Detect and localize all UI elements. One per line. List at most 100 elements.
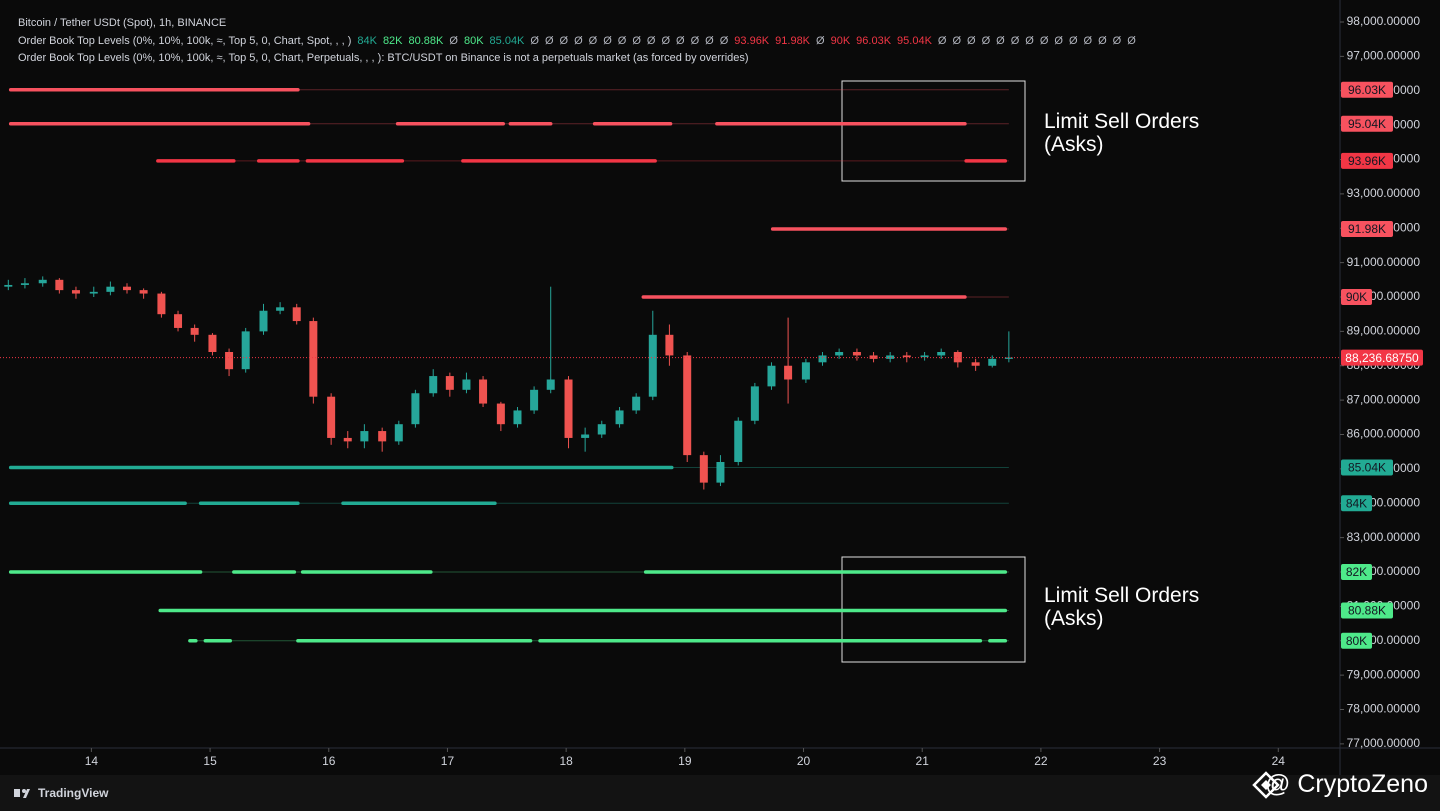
candle-body (750, 386, 759, 421)
annotation-line: Limit Sell Orders (1044, 584, 1200, 607)
y-tick-label: 83,000.00000 (1347, 530, 1421, 544)
watermark: @ CryptoZeno (1265, 770, 1428, 798)
candle-body (4, 284, 13, 287)
annotation: Limit Sell Orders (Asks) (1044, 110, 1199, 156)
x-tick-label: 20 (797, 754, 811, 768)
indicator-value: 91.98K (775, 35, 811, 47)
y-tick-label: 79,000.00000 (1347, 667, 1421, 681)
annotation-line: (Asks) (1044, 607, 1104, 630)
indicator-value: 80.88K (408, 35, 444, 47)
candle-body (665, 334, 674, 356)
indicator-value: 90K (830, 35, 851, 47)
indicator-value: 80K (463, 35, 484, 47)
candle-body (122, 286, 131, 291)
y-tick-label: 77,000.00000 (1347, 736, 1421, 750)
level-badge (1341, 495, 1372, 512)
chart-title: Bitcoin / Tether USDt (Spot), 1h, BINANC… (18, 17, 227, 29)
candle-body (445, 376, 454, 390)
candle-body (106, 286, 115, 292)
y-tick-label: 86,000.00000 (1347, 427, 1421, 441)
candle-body (462, 379, 471, 390)
y-tick-label: 91,000.00000 (1347, 255, 1421, 269)
indicator-value: Ø (690, 35, 700, 47)
x-tick-label: 17 (441, 754, 455, 768)
candle-body (716, 462, 725, 483)
indicator-value: Ø (1098, 35, 1107, 47)
candle-body (38, 279, 47, 284)
candle-body (886, 355, 895, 359)
indicator-value: 95.04K (897, 35, 932, 47)
x-tick-label: 14 (85, 754, 99, 768)
indicator-value: Ø (1054, 35, 1063, 47)
level-badge (1341, 81, 1393, 98)
candle-body (734, 420, 743, 462)
footer-brand: TradingView (38, 786, 109, 800)
y-tick-label: 98,000.00000 (1347, 14, 1421, 28)
annotation-box (841, 80, 1026, 182)
indicator-value: Ø (816, 35, 825, 47)
level-badge-label: 93.96K (1348, 154, 1386, 168)
level-badge-label: 91.98K (1348, 222, 1386, 236)
indicator-value: Ø (996, 35, 1005, 47)
candle-body (835, 352, 844, 356)
candle-body (276, 307, 285, 311)
indicator-legend: Order Book Top Levels (0%, 10%, 100k, ≈,… (18, 35, 1142, 47)
indicator-value: Ø (661, 35, 671, 47)
candle-body (801, 362, 810, 380)
y-tick-label: 97,000.00000 (1347, 49, 1421, 63)
indicator-value: Ø (559, 35, 569, 47)
level-badge-label: 82K (1346, 565, 1367, 579)
y-tick-label: 78,000.00000 (1347, 702, 1421, 716)
indicator-value: Ø (1010, 35, 1020, 47)
candle-body (648, 334, 657, 397)
level-badge-label: 85.04K (1348, 461, 1386, 475)
indicator-value: Ø (952, 35, 962, 47)
candle-body (597, 424, 606, 435)
candle-body (157, 293, 166, 315)
candle-body (988, 358, 997, 366)
indicator-value: Ø (449, 35, 458, 47)
annotation-line: Limit Sell Orders (1044, 110, 1200, 133)
candle-body (564, 379, 573, 438)
candle-body (174, 314, 183, 328)
candle-body (429, 376, 438, 394)
bottom-bar (0, 775, 1440, 811)
indicator-value: Ø (574, 35, 583, 47)
candle-body (327, 396, 336, 438)
candle-body (309, 321, 318, 397)
candle-body (852, 352, 861, 356)
indicator-value: Ø (705, 35, 714, 47)
candle-body (699, 455, 708, 483)
current-price-badge (1341, 349, 1423, 366)
candle-body (20, 283, 29, 285)
level-badge (1341, 459, 1393, 476)
candle-body (190, 327, 199, 335)
candle-body (496, 403, 505, 425)
candle-body (937, 352, 946, 356)
indicator-value: Ø (1068, 35, 1078, 47)
current-price-label: 88,236.68750 (1345, 351, 1419, 365)
indicator-value: Ø (981, 35, 991, 47)
y-tick-label: 89,000.00000 (1347, 324, 1421, 338)
candle-body (632, 396, 641, 411)
x-tick-label: 18 (559, 754, 573, 768)
indicator-value: Ø (1083, 35, 1093, 47)
indicator-value: Ø (617, 35, 627, 47)
indicator-value: Ø (646, 35, 656, 47)
indicator-label: Order Book Top Levels (0%, 10%, 100k, ≈,… (18, 35, 352, 47)
annotation: Limit Sell Orders (Asks) (1044, 584, 1199, 630)
candle-body (683, 355, 692, 456)
indicator-value: Ø (719, 35, 729, 47)
candle-body (767, 365, 776, 387)
x-tick-label: 16 (322, 754, 336, 768)
level-badge-label: 80K (1346, 634, 1367, 648)
level-badge-label: 96.03K (1348, 83, 1386, 97)
level-badge (1341, 602, 1393, 619)
level-badge-label: 90K (1346, 290, 1367, 304)
indicator-value: 96.03K (856, 35, 892, 47)
indicator-value: Ø (1025, 35, 1034, 47)
y-tick-label: 87,000.00000 (1347, 392, 1421, 406)
candle-body (343, 437, 352, 442)
level-badge (1341, 220, 1393, 237)
